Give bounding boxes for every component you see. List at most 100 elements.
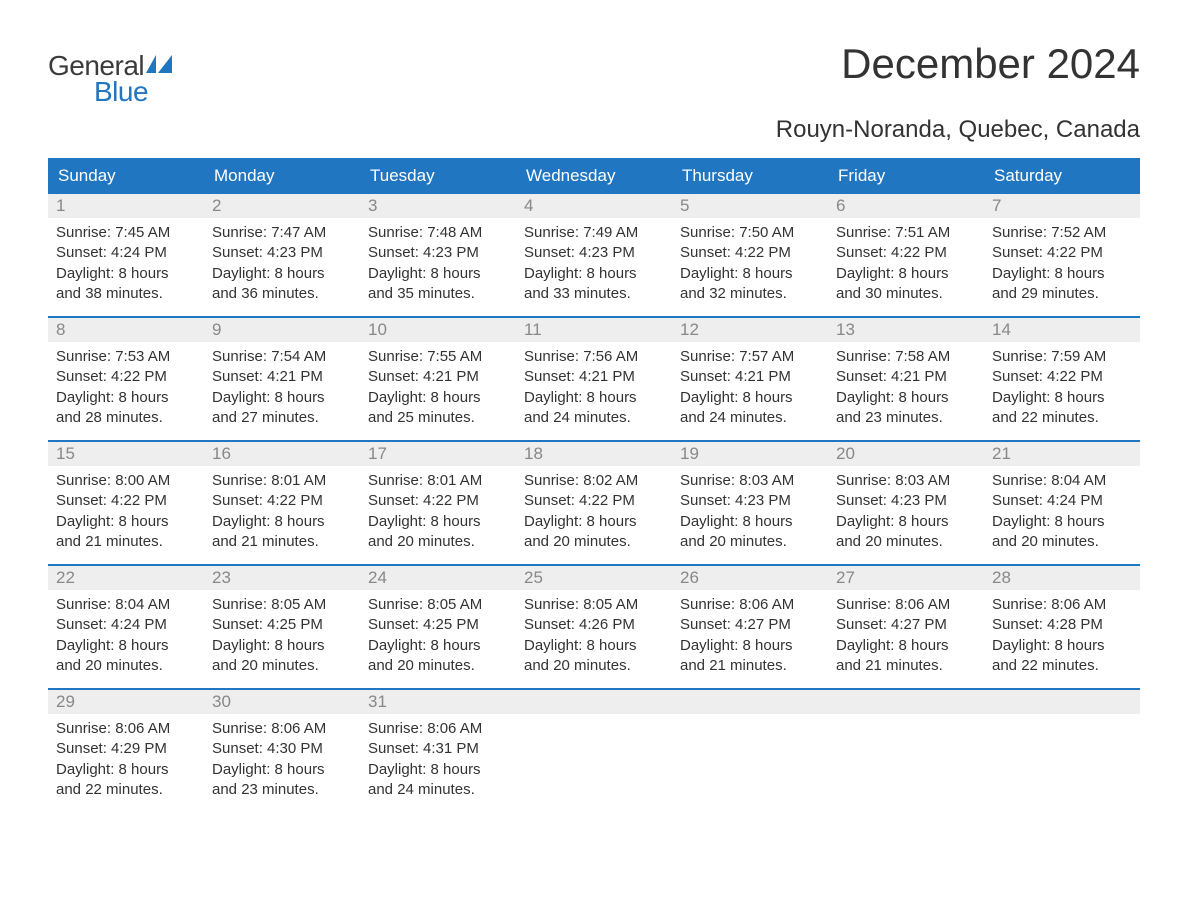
sunrise-text: Sunrise: 8:05 AM: [524, 595, 664, 615]
day-number: 8: [48, 318, 204, 342]
daylight-text-1: Daylight: 8 hours: [56, 760, 196, 780]
day-number: 30: [204, 690, 360, 714]
weekday-thursday: Thursday: [672, 158, 828, 194]
daylight-text-1: Daylight: 8 hours: [680, 264, 820, 284]
sunrise-text: Sunrise: 7:59 AM: [992, 347, 1132, 367]
day-cell: 8Sunrise: 7:53 AMSunset: 4:22 PMDaylight…: [48, 318, 204, 440]
daylight-text-1: Daylight: 8 hours: [524, 512, 664, 532]
daylight-text-2: and 20 minutes.: [212, 656, 352, 676]
day-number: 7: [984, 194, 1140, 218]
daylight-text-2: and 25 minutes.: [368, 408, 508, 428]
daylight-text-1: Daylight: 8 hours: [836, 388, 976, 408]
day-number: [984, 690, 1140, 714]
day-cell: 12 Sunrise: 7:57 AMSunset: 4:21 PMDayligh…: [672, 318, 828, 440]
day-details: Sunrise: 7:51 AMSunset: 4:22 PMDaylight:…: [828, 218, 984, 312]
day-number: 21: [984, 442, 1140, 466]
sunrise-text: Sunrise: 8:06 AM: [368, 719, 508, 739]
sunset-text: Sunset: 4:26 PM: [524, 615, 664, 635]
day-cell: 24Sunrise: 8:05 AMSunset: 4:25 PMDayligh…: [360, 566, 516, 688]
daylight-text-2: and 36 minutes.: [212, 284, 352, 304]
sunrise-text: Sunrise: 7:51 AM: [836, 223, 976, 243]
sunrise-text: Sunrise: 8:03 AM: [680, 471, 820, 491]
day-number: 18: [516, 442, 672, 466]
daylight-text-1: Daylight: 8 hours: [680, 512, 820, 532]
day-number: 27: [828, 566, 984, 590]
daylight-text-2: and 20 minutes.: [836, 532, 976, 552]
day-number: 3: [360, 194, 516, 218]
day-number: [516, 690, 672, 714]
calendar: Sunday Monday Tuesday Wednesday Thursday…: [48, 158, 1140, 812]
day-number: 28: [984, 566, 1140, 590]
sunset-text: Sunset: 4:22 PM: [992, 243, 1132, 263]
daylight-text-2: and 22 minutes.: [992, 656, 1132, 676]
day-cell: 15Sunrise: 8:00 AMSunset: 4:22 PMDayligh…: [48, 442, 204, 564]
sunset-text: Sunset: 4:23 PM: [836, 491, 976, 511]
day-cell: 29Sunrise: 8:06 AMSunset: 4:29 PMDayligh…: [48, 690, 204, 812]
daylight-text-2: and 33 minutes.: [524, 284, 664, 304]
daylight-text-1: Daylight: 8 hours: [524, 388, 664, 408]
daylight-text-1: Daylight: 8 hours: [56, 264, 196, 284]
sunrise-text: Sunrise: 7:57 AM: [680, 347, 820, 367]
day-cell: 27Sunrise: 8:06 AMSunset: 4:27 PMDayligh…: [828, 566, 984, 688]
day-details: Sunrise: 8:05 AMSunset: 4:25 PMDaylight:…: [360, 590, 516, 684]
sunrise-text: Sunrise: 8:01 AM: [212, 471, 352, 491]
weekday-saturday: Saturday: [984, 158, 1140, 194]
day-number: 14: [984, 318, 1140, 342]
day-cell: 11Sunrise: 7:56 AMSunset: 4:21 PMDayligh…: [516, 318, 672, 440]
sunrise-text: Sunrise: 7:50 AM: [680, 223, 820, 243]
day-number: 17: [360, 442, 516, 466]
day-number: 1: [48, 194, 204, 218]
day-details: Sunrise: 8:05 AMSunset: 4:26 PMDaylight:…: [516, 590, 672, 684]
daylight-text-2: and 35 minutes.: [368, 284, 508, 304]
daylight-text-2: and 30 minutes.: [836, 284, 976, 304]
day-cell: 6Sunrise: 7:51 AMSunset: 4:22 PMDaylight…: [828, 194, 984, 316]
day-details: Sunrise: 7:49 AMSunset: 4:23 PMDaylight:…: [516, 218, 672, 312]
sunset-text: Sunset: 4:21 PM: [680, 367, 820, 387]
sunset-text: Sunset: 4:25 PM: [368, 615, 508, 635]
sunset-text: Sunset: 4:21 PM: [836, 367, 976, 387]
day-details: Sunrise: 8:06 AMSunset: 4:28 PMDaylight:…: [984, 590, 1140, 684]
daylight-text-1: Daylight: 8 hours: [992, 264, 1132, 284]
day-cell: 26Sunrise: 8:06 AMSunset: 4:27 PMDayligh…: [672, 566, 828, 688]
sunset-text: Sunset: 4:25 PM: [212, 615, 352, 635]
day-cell: 19Sunrise: 8:03 AMSunset: 4:23 PMDayligh…: [672, 442, 828, 564]
sunrise-text: Sunrise: 8:06 AM: [212, 719, 352, 739]
day-cell: 13Sunrise: 7:58 AMSunset: 4:21 PMDayligh…: [828, 318, 984, 440]
sunset-text: Sunset: 4:28 PM: [992, 615, 1132, 635]
day-cell: 21Sunrise: 8:04 AMSunset: 4:24 PMDayligh…: [984, 442, 1140, 564]
day-number: 12: [672, 318, 828, 342]
day-details: Sunrise: 8:06 AMSunset: 4:27 PMDaylight:…: [672, 590, 828, 684]
day-cell: 30Sunrise: 8:06 AMSunset: 4:30 PMDayligh…: [204, 690, 360, 812]
sunset-text: Sunset: 4:27 PM: [836, 615, 976, 635]
sunset-text: Sunset: 4:22 PM: [212, 491, 352, 511]
daylight-text-1: Daylight: 8 hours: [680, 388, 820, 408]
day-details: Sunrise: 8:00 AMSunset: 4:22 PMDaylight:…: [48, 466, 204, 560]
week-row: 22Sunrise: 8:04 AMSunset: 4:24 PMDayligh…: [48, 564, 1140, 688]
day-details: Sunrise: 8:01 AMSunset: 4:22 PMDaylight:…: [204, 466, 360, 560]
day-details: [984, 714, 1140, 794]
week-row: 15Sunrise: 8:00 AMSunset: 4:22 PMDayligh…: [48, 440, 1140, 564]
day-number: 5: [672, 194, 828, 218]
day-number: 6: [828, 194, 984, 218]
daylight-text-1: Daylight: 8 hours: [56, 636, 196, 656]
day-details: Sunrise: 8:05 AMSunset: 4:25 PMDaylight:…: [204, 590, 360, 684]
day-details: [516, 714, 672, 794]
daylight-text-2: and 20 minutes.: [368, 656, 508, 676]
sunset-text: Sunset: 4:22 PM: [992, 367, 1132, 387]
day-cell: 18Sunrise: 8:02 AMSunset: 4:22 PMDayligh…: [516, 442, 672, 564]
daylight-text-1: Daylight: 8 hours: [836, 512, 976, 532]
day-cell: 25Sunrise: 8:05 AMSunset: 4:26 PMDayligh…: [516, 566, 672, 688]
daylight-text-2: and 32 minutes.: [680, 284, 820, 304]
day-cell: 28Sunrise: 8:06 AMSunset: 4:28 PMDayligh…: [984, 566, 1140, 688]
day-details: Sunrise: 7:50 AMSunset: 4:22 PMDaylight:…: [672, 218, 828, 312]
day-details: Sunrise: 7:55 AMSunset: 4:21 PMDaylight:…: [360, 342, 516, 436]
sunset-text: Sunset: 4:23 PM: [212, 243, 352, 263]
day-number: 4: [516, 194, 672, 218]
weeks-container: 1Sunrise: 7:45 AMSunset: 4:24 PMDaylight…: [48, 194, 1140, 812]
daylight-text-1: Daylight: 8 hours: [524, 264, 664, 284]
daylight-text-1: Daylight: 8 hours: [836, 636, 976, 656]
weekday-friday: Friday: [828, 158, 984, 194]
sunset-text: Sunset: 4:23 PM: [680, 491, 820, 511]
daylight-text-2: and 20 minutes.: [680, 532, 820, 552]
daylight-text-2: and 23 minutes.: [836, 408, 976, 428]
